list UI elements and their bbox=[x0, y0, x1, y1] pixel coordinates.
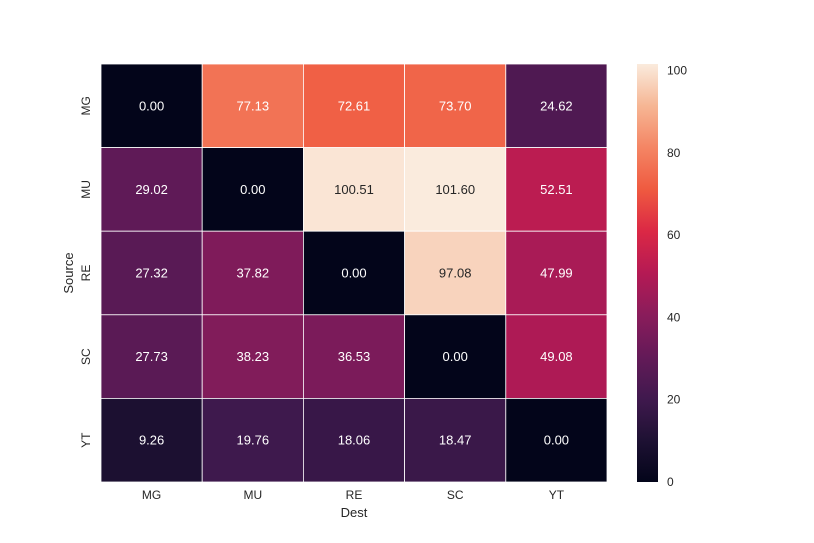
cell-value-label: 100.51 bbox=[334, 182, 374, 197]
heatmap-cell bbox=[404, 230, 507, 316]
heatmap-cell bbox=[505, 147, 608, 232]
cell-value-label: 27.73 bbox=[135, 349, 168, 364]
x-axis-ticks: MG MU RE SC YT bbox=[142, 488, 565, 502]
cell-value-label: 36.53 bbox=[338, 349, 371, 364]
y-tick-label: SC bbox=[79, 348, 93, 365]
cell-value-label: 77.13 bbox=[237, 98, 270, 113]
heatmap-cell bbox=[302, 397, 405, 483]
heatmap-cells bbox=[100, 63, 608, 483]
cell-value-label: 0.00 bbox=[443, 349, 468, 364]
heatmap-cell bbox=[100, 314, 203, 399]
heatmap-cell bbox=[201, 63, 304, 148]
y-axis-title: Source bbox=[61, 252, 76, 293]
y-axis-ticks: MG MU RE SC YT bbox=[79, 96, 93, 448]
cell-value-label: 97.08 bbox=[439, 266, 472, 281]
heatmap-cell bbox=[100, 397, 203, 483]
heatmap-cell bbox=[100, 147, 203, 232]
colorbar-tick-label: 40 bbox=[667, 310, 681, 324]
heatmap-cell bbox=[505, 397, 608, 483]
heatmap-cell bbox=[201, 230, 304, 316]
x-axis-title: Dest bbox=[341, 505, 368, 520]
heatmap-cell bbox=[100, 63, 203, 148]
heatmap-cell bbox=[404, 63, 507, 148]
colorbar-ticks: 0 20 40 60 80 100 bbox=[667, 64, 687, 489]
heatmap-cell bbox=[302, 147, 405, 232]
heatmap-cell bbox=[404, 314, 507, 399]
cell-value-label: 27.32 bbox=[135, 266, 168, 281]
cell-value-label: 19.76 bbox=[237, 433, 270, 448]
cell-value-label: 29.02 bbox=[135, 182, 168, 197]
cell-value-label: 0.00 bbox=[544, 433, 569, 448]
colorbar-tick-label: 0 bbox=[667, 475, 674, 489]
colorbar-tick-label: 20 bbox=[667, 393, 681, 407]
heatmap-cell bbox=[201, 397, 304, 483]
y-tick-label: RE bbox=[79, 265, 93, 282]
cell-value-label: 37.82 bbox=[237, 266, 270, 281]
cell-value-label: 18.47 bbox=[439, 433, 472, 448]
heatmap-cell bbox=[505, 314, 608, 399]
cell-value-label: 24.62 bbox=[540, 98, 573, 113]
x-tick-label: YT bbox=[549, 488, 565, 502]
cell-value-label: 0.00 bbox=[139, 98, 164, 113]
cell-value-label: 47.99 bbox=[540, 266, 573, 281]
cell-value-label: 0.00 bbox=[240, 182, 265, 197]
x-tick-label: MG bbox=[142, 488, 161, 502]
cell-value-label: 38.23 bbox=[237, 349, 270, 364]
x-tick-label: MU bbox=[243, 488, 262, 502]
colorbar-tick-label: 100 bbox=[667, 64, 687, 78]
x-tick-label: SC bbox=[447, 488, 464, 502]
colorbar bbox=[637, 64, 658, 482]
heatmap-cell bbox=[302, 230, 405, 316]
cell-value-label: 101.60 bbox=[435, 182, 475, 197]
y-tick-label: YT bbox=[79, 432, 93, 448]
cell-value-label: 9.26 bbox=[139, 433, 164, 448]
cell-value-label: 18.06 bbox=[338, 433, 371, 448]
colorbar-tick-label: 60 bbox=[667, 228, 681, 242]
x-tick-label: RE bbox=[346, 488, 363, 502]
cell-value-label: 49.08 bbox=[540, 349, 573, 364]
heatmap-value-labels: 0.00 77.13 72.61 73.70 24.62 29.02 0.00 100.51 1… bbox=[135, 98, 572, 447]
heatmap-cell bbox=[505, 63, 608, 148]
y-tick-label: MU bbox=[79, 180, 93, 199]
heatmap-cell bbox=[302, 314, 405, 399]
cell-value-label: 72.61 bbox=[338, 98, 371, 113]
cell-value-label: 52.51 bbox=[540, 182, 573, 197]
colorbar-tick-label: 80 bbox=[667, 146, 681, 160]
heatmap-cell bbox=[302, 63, 405, 148]
y-tick-label: MG bbox=[79, 96, 93, 115]
heatmap-cell bbox=[505, 230, 608, 316]
cell-value-label: 73.70 bbox=[439, 98, 472, 113]
heatmap-cell bbox=[201, 314, 304, 399]
cell-value-label: 0.00 bbox=[341, 266, 366, 281]
